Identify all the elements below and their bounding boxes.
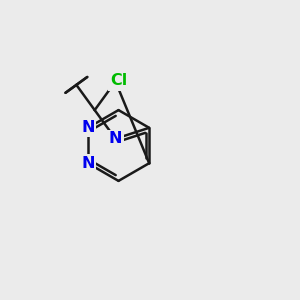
Text: N: N <box>109 131 122 146</box>
Text: N: N <box>81 120 94 135</box>
Text: N: N <box>81 156 94 171</box>
Text: S: S <box>110 74 121 89</box>
Text: Cl: Cl <box>110 73 127 88</box>
